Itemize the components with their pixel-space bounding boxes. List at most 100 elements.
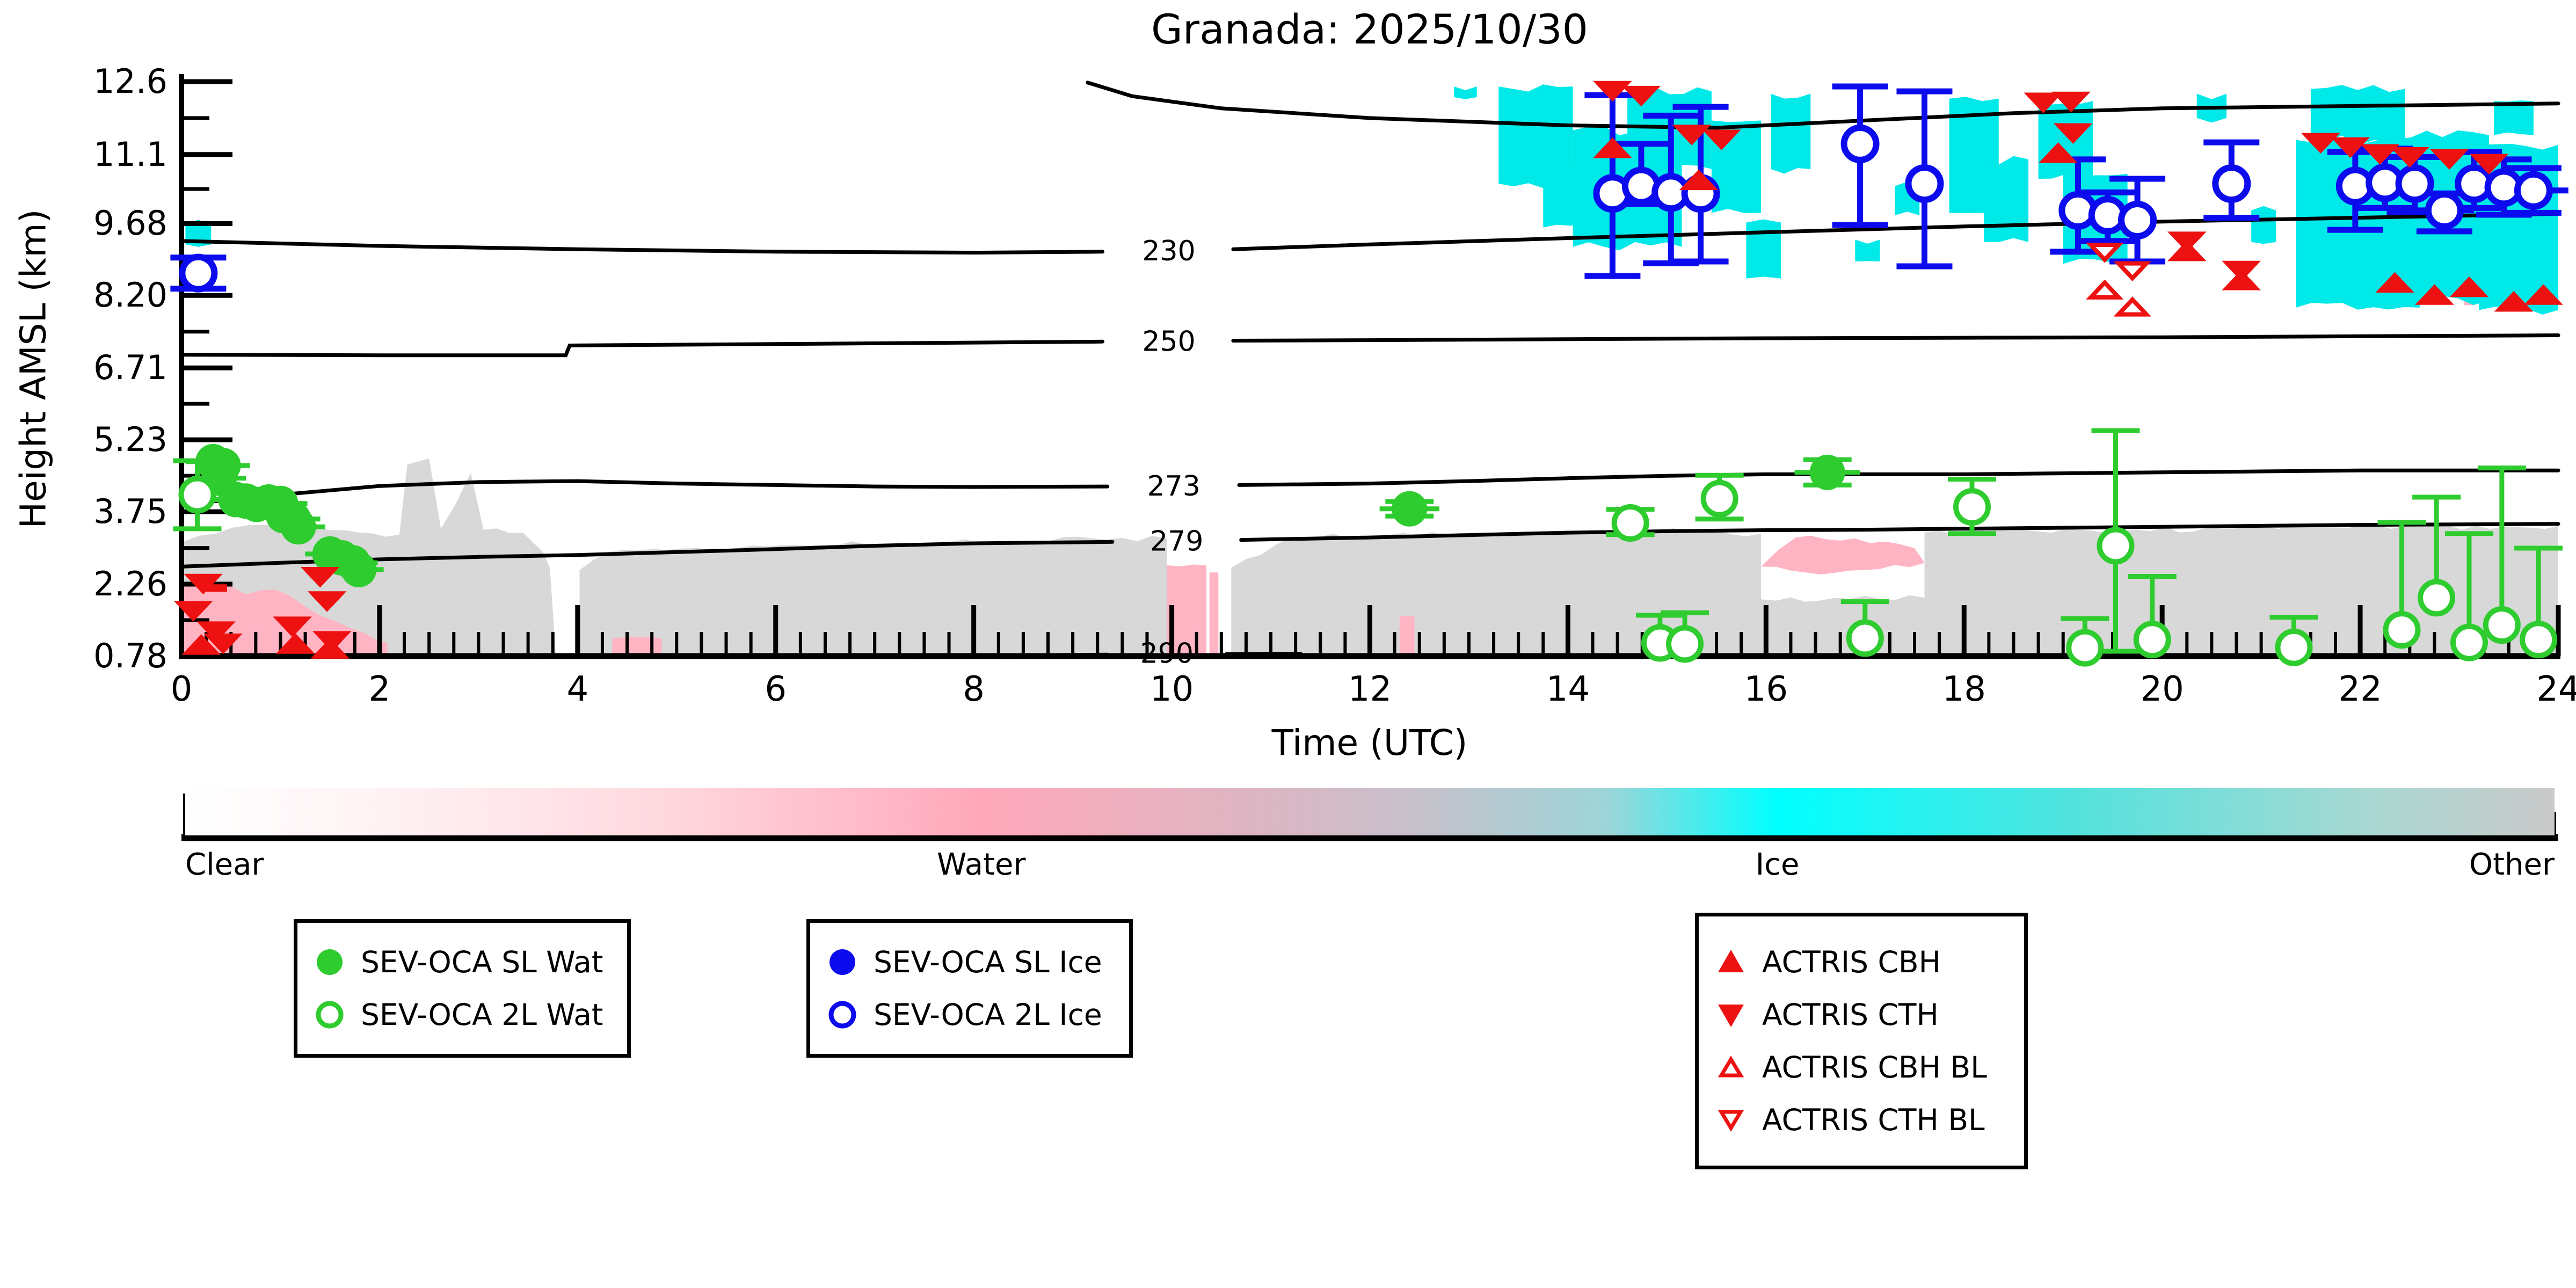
classification-colorbar (185, 788, 2555, 835)
filled-circle-icon (312, 947, 347, 978)
data-point-triangle (2415, 284, 2454, 305)
x-tick-label: 12 (1348, 670, 1392, 709)
colorbar-label-ice: Ice (1755, 847, 1800, 882)
x-tick-label: 14 (1546, 670, 1590, 709)
contour-label: 273 (1147, 470, 1200, 503)
filled-circle-icon (825, 947, 860, 978)
legend-row: SEV-OCA SL Ice (825, 945, 1114, 979)
legend-row: SEV-OCA 2L Ice (825, 998, 1114, 1032)
contour-line (1239, 522, 2560, 542)
data-point-triangle (300, 567, 340, 588)
open-circle-icon (825, 999, 860, 1030)
legend-label: SEV-OCA SL Ice (874, 945, 1102, 979)
field-water (612, 637, 662, 657)
legend-label: ACTRIS CTH BL (1762, 1103, 1985, 1137)
data-point-triangle (2301, 133, 2340, 154)
data-point-triangle (2390, 147, 2429, 168)
legend-marker-glyph (317, 949, 343, 975)
data-point-open-circle (2395, 164, 2434, 203)
data-point-triangle (181, 634, 221, 655)
data-point-triangle-open (2113, 296, 2152, 317)
field-water (1209, 572, 1219, 656)
data-point-triangle (2053, 123, 2093, 144)
field-ice (1454, 86, 1477, 99)
filled-triangle-down-icon (1714, 999, 1748, 1030)
contour-label: 230 (1142, 235, 1195, 267)
legend-label: SEV-OCA 2L Wat (361, 998, 603, 1032)
field-ice (1855, 239, 1880, 261)
data-point-triangle (1621, 85, 1661, 107)
data-point-triangle (273, 616, 312, 637)
data-point-triangle (203, 634, 243, 654)
data-point-filled-circle (1392, 491, 1428, 527)
legend-row: ACTRIS CTH (1714, 998, 2009, 1032)
legend-marker-glyph (828, 1001, 856, 1029)
legend-marker-glyph (1718, 1110, 1744, 1132)
data-point-open-circle (2066, 629, 2104, 667)
data-point-open-circle (1840, 124, 1880, 163)
data-point-open-circle (2118, 200, 2157, 239)
data-point-open-circle (2097, 527, 2135, 565)
y-tick-label: 0.78 (93, 636, 168, 675)
field-other (1231, 528, 1762, 660)
data-point-triangle (2222, 260, 2261, 282)
field-ice (1771, 93, 1811, 174)
filled-triangle-up-icon (1714, 947, 1748, 978)
data-point-triangle-open (2085, 279, 2124, 300)
y-tick-label: 5.23 (93, 420, 168, 460)
data-point-open-circle (1905, 164, 1944, 203)
legend-row: SEV-OCA SL Wat (312, 945, 612, 979)
data-point-triangle (1672, 125, 1712, 145)
legend-marker-glyph (829, 949, 855, 975)
data-point-filled-circle (1809, 454, 1845, 490)
y-tick-label: 9.68 (93, 203, 168, 243)
x-tick-label: 8 (963, 670, 985, 709)
data-point-open-circle (1846, 619, 1884, 657)
legend-row: ACTRIS CTH BL (1714, 1103, 2009, 1137)
field-ice (1498, 84, 1573, 188)
data-point-open-circle (2133, 621, 2171, 659)
field-other (1761, 595, 1925, 659)
data-point-triangle (197, 621, 236, 642)
data-point-triangle (2449, 276, 2489, 297)
y-tick-label: 8.20 (93, 275, 168, 315)
data-point-triangle (1679, 169, 1719, 191)
data-point-open-circle (2450, 623, 2488, 661)
legend-marker-glyph (1718, 1005, 1744, 1027)
data-point-open-circle (2275, 628, 2313, 666)
legend-label: SEV-OCA 2L Ice (874, 998, 1102, 1032)
field-ice (2310, 85, 2405, 145)
data-point-triangle (2051, 91, 2091, 113)
field-water (1399, 616, 1415, 656)
field-ice (1984, 156, 2029, 242)
data-point-triangle (2524, 284, 2563, 305)
y-tick-label: 12.6 (93, 62, 168, 101)
legend-marker-glyph (1718, 1056, 1744, 1078)
colorbar-label-water: Water (936, 847, 1026, 882)
legend-label: ACTRIS CBH BL (1762, 1050, 1987, 1085)
legend-sevoca-ice: SEV-OCA SL Ice SEV-OCA 2L Ice (806, 919, 1133, 1058)
x-tick-label: 24 (2536, 670, 2576, 709)
legend-marker-glyph (316, 1001, 344, 1029)
data-point-triangle (2167, 231, 2207, 252)
data-point-triangle (173, 601, 213, 622)
data-point-triangle (2331, 137, 2370, 158)
data-point-triangle-open (2085, 243, 2124, 263)
data-point-open-circle (1700, 479, 1738, 518)
data-point-triangle (2024, 92, 2063, 113)
data-point-open-circle (179, 253, 218, 293)
x-tick-label: 2 (368, 670, 391, 709)
open-triangle-up-icon (1714, 1052, 1748, 1083)
legend-row: ACTRIS CBH BL (1714, 1050, 2009, 1085)
x-tick-label: 18 (1942, 670, 1986, 709)
colorbar-label-other: Other (2469, 847, 2555, 882)
data-point-open-circle (2383, 611, 2421, 649)
data-point-open-circle (2520, 621, 2558, 659)
y-tick-label: 2.26 (93, 564, 168, 604)
legend-label: ACTRIS CTH (1762, 998, 1939, 1032)
field-water (1761, 535, 1925, 574)
x-tick-label: 0 (170, 670, 193, 709)
field-ice (1746, 219, 1781, 279)
colorbar-label-clear: Clear (185, 847, 264, 882)
